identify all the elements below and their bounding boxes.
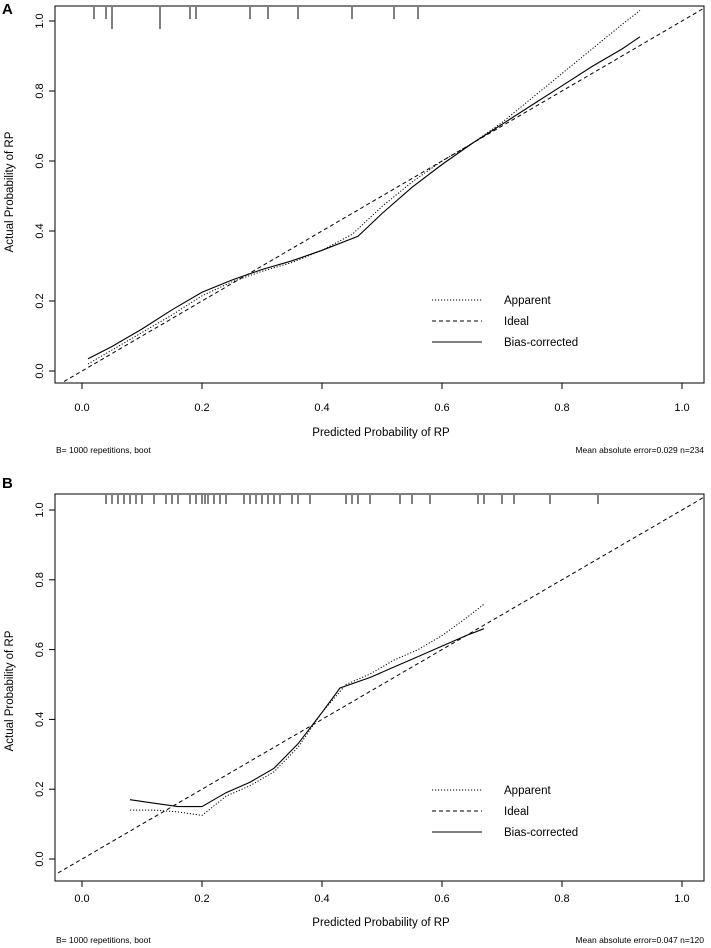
- panel-label-a: A: [2, 1, 13, 18]
- y-axis-label-a: Actual Probability of RP: [4, 131, 16, 252]
- x-tick-label: 0.4: [314, 893, 329, 905]
- y-tick-label: 0.6: [34, 642, 46, 657]
- legend-a: Apparent Ideal Bias-corrected: [432, 295, 578, 349]
- x-tick-label: 0.0: [74, 893, 89, 905]
- footer-left-b: B= 1000 repetitions, boot: [56, 935, 151, 945]
- calibration-plot-a: A 0.0 0.2 0.4 0.6 0.8 1.0 0.00.20.40.60.81.0 …: [2, 1, 705, 455]
- y-tick-label: 0.2: [34, 782, 46, 797]
- x-axis-label-b: Predicted Probability of RP: [312, 917, 450, 929]
- legend-b: Apparent Ideal Bias-corrected: [432, 785, 578, 839]
- series-ideal-line: [60, 7, 704, 383]
- x-tick-label: 0.2: [194, 402, 209, 414]
- plot-frame-b: [54, 493, 705, 882]
- legend-label-bias-corrected: Bias-corrected: [504, 827, 578, 839]
- footer-left-a: B= 1000 repetitions, boot: [56, 445, 151, 455]
- legend-label-apparent: Apparent: [504, 785, 551, 797]
- x-axis-a: 0.0 0.2 0.4 0.6 0.8 1.0: [74, 382, 690, 414]
- panel-label-b: B: [2, 475, 13, 492]
- x-tick-label: 0.6: [434, 402, 449, 414]
- y-tick-label: 0.0: [34, 363, 46, 378]
- series-ideal-line: [57, 496, 704, 874]
- legend-label-ideal: Ideal: [504, 806, 529, 818]
- y-axis-a: 0.0 0.2 0.4 0.6 0.8 1.0: [34, 13, 56, 379]
- y-tick-label: 0.4: [34, 223, 46, 238]
- x-axis-b: 0.0 0.2 0.4 0.6 0.8 1.0: [74, 880, 690, 905]
- x-tick-label: 0.2: [194, 893, 209, 905]
- legend-label-bias-corrected: Bias-corrected: [504, 337, 578, 349]
- x-tick-label: 1.0: [674, 893, 689, 905]
- rug-a: [93, 7, 419, 29]
- series-bias-corrected-line: [129, 628, 485, 808]
- y-tick-label: 0.2: [34, 293, 46, 308]
- rug-b: [105, 495, 599, 504]
- footer-right-b: Mean absolute error=0.047 n=120: [575, 935, 704, 945]
- series-apparent-line: [130, 603, 485, 816]
- x-axis-label-a: Predicted Probability of RP: [312, 427, 450, 439]
- y-axis-label-b: Actual Probability of RP: [4, 630, 16, 751]
- x-tick-label: 1.0: [674, 402, 689, 414]
- x-tick-label: 0.0: [74, 402, 89, 414]
- y-tick-label: 0.8: [34, 572, 46, 587]
- y-axis-b: 0.0 0.2 0.4 0.6 0.8 1.0: [34, 502, 56, 867]
- x-tick-label: 0.8: [554, 402, 569, 414]
- plot-frame-a: [54, 5, 705, 384]
- y-tick-label: 1.0: [34, 13, 46, 28]
- series-lines-b: [57, 496, 704, 874]
- y-tick-label: 1.0: [34, 502, 46, 517]
- y-tick-label: 0.6: [34, 153, 46, 168]
- series-lines-a: [60, 7, 704, 383]
- series-apparent-line: [87, 10, 641, 365]
- footer-right-a: Mean absolute error=0.029 n=234: [575, 445, 704, 455]
- y-tick-label: 0.8: [34, 83, 46, 98]
- y-tick-label: 0.4: [34, 712, 46, 727]
- x-tick-label: 0.4: [314, 402, 329, 414]
- series-bias-corrected-line: [87, 36, 641, 360]
- x-tick-label: 0.6: [434, 893, 449, 905]
- x-tick-label: 0.8: [554, 893, 569, 905]
- calibration-plot-b: B 0.0 0.2 0.4 0.6 0.8 1.0 0.00.20.40.60.81.0 …: [2, 475, 705, 945]
- legend-label-apparent: Apparent: [504, 295, 551, 307]
- y-tick-label: 0.0: [34, 851, 46, 866]
- legend-label-ideal: Ideal: [504, 316, 529, 328]
